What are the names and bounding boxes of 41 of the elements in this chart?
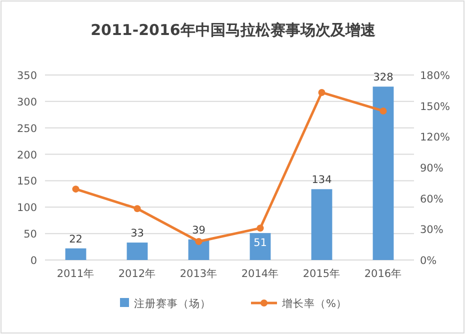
bar [65, 248, 86, 260]
data-label: 51 [254, 237, 267, 250]
x-tick-label: 2011年 [56, 268, 95, 280]
y2-tick-label: 30% [420, 224, 444, 236]
y2-tick-label: 0% [420, 255, 437, 267]
point [195, 238, 202, 245]
y2-tick-label: 180% [420, 70, 450, 82]
data-label: 22 [69, 233, 82, 246]
y-tick-label: 0 [30, 255, 37, 267]
legend-label: 注册赛事（场） [134, 297, 211, 310]
data-label: 33 [130, 228, 144, 240]
y-tick-label: 50 [24, 228, 37, 241]
x-tick-label: 2012年 [118, 268, 156, 280]
legend-label: 增长率（%） [281, 297, 347, 310]
y-tick-label: 250 [16, 122, 37, 135]
x-tick-label: 2013年 [180, 268, 218, 280]
y-tick-label: 150 [16, 176, 37, 188]
x-tick-label: 2015年 [302, 268, 341, 280]
x-tick-label: 2016年 [364, 268, 402, 280]
y2-tick-label: 60% [420, 193, 444, 206]
data-label: 328 [373, 72, 394, 84]
y-tick-label: 350 [16, 70, 37, 82]
bar [250, 233, 271, 260]
data-label: 39 [192, 224, 206, 236]
bar [126, 242, 148, 260]
x-tick-label: 2014年 [241, 268, 280, 280]
y2-tick-label: 90% [420, 162, 444, 174]
chart-title: 2011-2016年中国马拉松赛事场次及增速 [90, 21, 376, 39]
bar [372, 86, 394, 260]
bar [311, 189, 332, 260]
point [318, 88, 326, 96]
point [72, 186, 80, 193]
point [380, 107, 387, 114]
y2-tick-label: 120% [420, 132, 450, 144]
y-tick-label: 300 [16, 96, 37, 108]
y-tick-label: 200 [16, 149, 37, 162]
point [134, 205, 141, 212]
point [256, 224, 264, 232]
y-tick-label: 100 [16, 202, 37, 214]
y2-tick-label: 150% [420, 100, 450, 113]
data-label: 134 [312, 174, 332, 186]
